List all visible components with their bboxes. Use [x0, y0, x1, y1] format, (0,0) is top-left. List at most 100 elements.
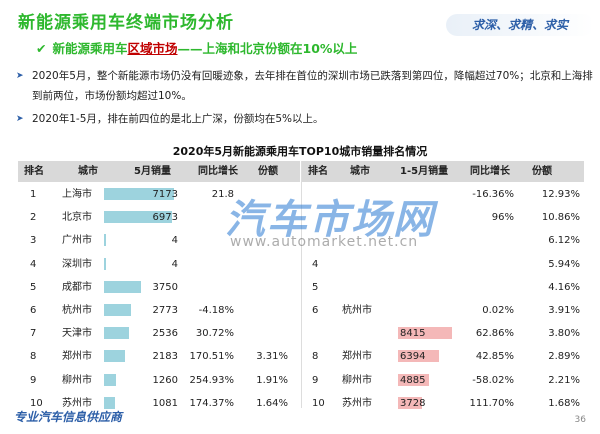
bullet-arrow-icon: ➤ — [16, 114, 24, 124]
sales-label: 7173 — [152, 189, 178, 200]
growth-cell — [182, 253, 234, 276]
right-table-header: 排名 城市 1-5月销量 同比增长 份额 — [302, 161, 584, 182]
share-cell: 4.16% — [548, 281, 580, 293]
rank-cell: 10 — [312, 397, 325, 409]
header-share: 份额 — [258, 166, 278, 177]
paragraph-2: ➤ 2020年1-5月，排在前四位的是北上广深，份额均在5%以上。 — [16, 109, 600, 129]
sales-label: 6394 — [400, 351, 426, 363]
share-cell: 3.91% — [548, 305, 580, 316]
share-cell: 5.94% — [548, 258, 580, 270]
share-cell — [248, 322, 288, 345]
sales-label: 1260 — [152, 374, 178, 386]
share-cell: 10.86% — [541, 212, 580, 224]
city-cell: 成都市 — [62, 281, 92, 293]
growth-cell: 254.93% — [189, 374, 235, 386]
subtitle-highlight: 区域市场 — [127, 41, 178, 56]
city-cell: 苏州市 — [342, 397, 372, 409]
sales-label: 8415 — [400, 328, 426, 340]
growth-cell: 0.02% — [482, 305, 514, 316]
header-rank: 排名 — [308, 166, 328, 177]
city-cell: 杭州市 — [342, 305, 372, 316]
growth-cell: -58.02% — [472, 374, 514, 386]
share-cell: 3.80% — [548, 328, 580, 340]
growth-cell: 170.51% — [189, 351, 235, 363]
footer-tagline: 专业汽车信息供应商 — [14, 410, 123, 424]
share-cell — [248, 253, 288, 276]
city-cell: 杭州市 — [62, 305, 92, 316]
sales-bar — [104, 396, 115, 409]
subtitle-pre: 新能源乘用车 — [52, 41, 128, 56]
table-row: 2 北京市 6973 96% 10.86% — [0, 206, 600, 229]
city-cell: 郑州市 — [62, 351, 92, 363]
share-cell: 2.21% — [548, 374, 580, 386]
sales-label — [400, 299, 444, 322]
share-cell: 1.91% — [256, 374, 288, 386]
rank-cell: 4 — [30, 258, 37, 270]
share-cell: 6.12% — [548, 235, 580, 247]
table-divider — [301, 161, 302, 408]
sales-bar — [104, 373, 117, 386]
rank-cell: 4 — [312, 258, 319, 270]
table-row: 10 苏州市 1081 174.37% 1.64% 10 苏州市 3728 111.70% 1.6… — [0, 392, 600, 415]
sales-label: 4885 — [400, 374, 426, 386]
growth-cell: 30.72% — [195, 328, 234, 340]
sales-label — [400, 253, 444, 276]
sales-label — [400, 276, 444, 299]
header-sales: 1-5月销量 — [400, 166, 449, 177]
left-table-header: 排名 城市 5月销量 同比增长 份额 — [18, 161, 300, 182]
rank-cell: 3 — [30, 235, 37, 247]
table-row: 7 天津市 2536 30.72% 8415 62.86% 3.80% — [0, 322, 600, 345]
header-city: 城市 — [350, 166, 370, 177]
rank-cell: 1 — [30, 189, 37, 200]
rank-cell: 6 — [30, 305, 37, 316]
sales-label: 1081 — [152, 397, 178, 409]
sales-bar — [104, 280, 141, 293]
sales-label: 4 — [171, 258, 178, 270]
paragraph-text: 2020年1-5月，排在前四位的是北上广深，份额均在5%以上。 — [32, 113, 324, 125]
growth-cell: 42.85% — [475, 351, 514, 363]
sales-bar — [104, 234, 106, 247]
header-sales: 5月销量 — [134, 166, 171, 177]
growth-cell — [462, 229, 514, 252]
header-share: 份额 — [532, 166, 552, 177]
sales-bar — [104, 211, 173, 224]
sales-label: 4 — [171, 235, 178, 247]
sales-label: 3728 — [400, 397, 426, 409]
bullet-arrow-icon: ➤ — [16, 71, 24, 81]
page-number: 36 — [574, 415, 586, 425]
share-cell: 3.31% — [256, 351, 288, 363]
table-row: 8 郑州市 2183 170.51% 3.31% 8 郑州市 6394 42.85% 2.89% — [0, 345, 600, 368]
header-growth: 同比增长 — [198, 166, 238, 177]
watermark-brand: 汽车市场网 — [225, 197, 435, 243]
rank-cell: 9 — [312, 374, 319, 386]
city-cell: 郑州市 — [342, 351, 372, 363]
sales-bar — [398, 327, 452, 340]
growth-cell: -16.36% — [472, 189, 514, 200]
growth-cell: 62.86% — [475, 328, 514, 340]
watermark-url: www.automarket.net.cn — [230, 234, 419, 250]
city-cell: 北京市 — [62, 212, 92, 224]
sales-label: 2183 — [152, 351, 178, 363]
city-cell: 苏州市 — [62, 397, 92, 409]
city-cell: 天津市 — [62, 328, 92, 340]
subtitle-post: ——上海和北京份额在10%以上 — [177, 41, 358, 56]
sales-label: 3750 — [152, 281, 178, 293]
growth-cell — [462, 276, 514, 299]
table-row: 3 广州市 4 6.12% — [0, 229, 600, 252]
sales-label: 2536 — [152, 328, 178, 340]
paragraph-1: ➤ 2020年5月，整个新能源市场仍没有回暖迹象，去年排在首位的深圳市场已跌落到… — [16, 66, 600, 108]
sales-bar — [104, 327, 129, 340]
sales-bar — [104, 257, 106, 270]
share-cell — [248, 299, 288, 322]
rank-cell: 9 — [30, 374, 37, 386]
sales-bar — [104, 350, 126, 363]
slogan-badge: 求深、求精、求实 — [446, 14, 594, 36]
sales-label: 6973 — [152, 212, 178, 224]
table-row: 6 杭州市 2773 -4.18% 6 杭州市 0.02% 3.91% — [0, 299, 600, 322]
rank-cell: 8 — [312, 351, 319, 363]
header-rank: 排名 — [24, 166, 44, 177]
growth-cell: 21.8 — [211, 189, 234, 200]
checkmark-icon: ✔ — [36, 41, 47, 56]
city-cell: 柳州市 — [62, 374, 92, 386]
share-cell: 2.89% — [548, 351, 580, 363]
